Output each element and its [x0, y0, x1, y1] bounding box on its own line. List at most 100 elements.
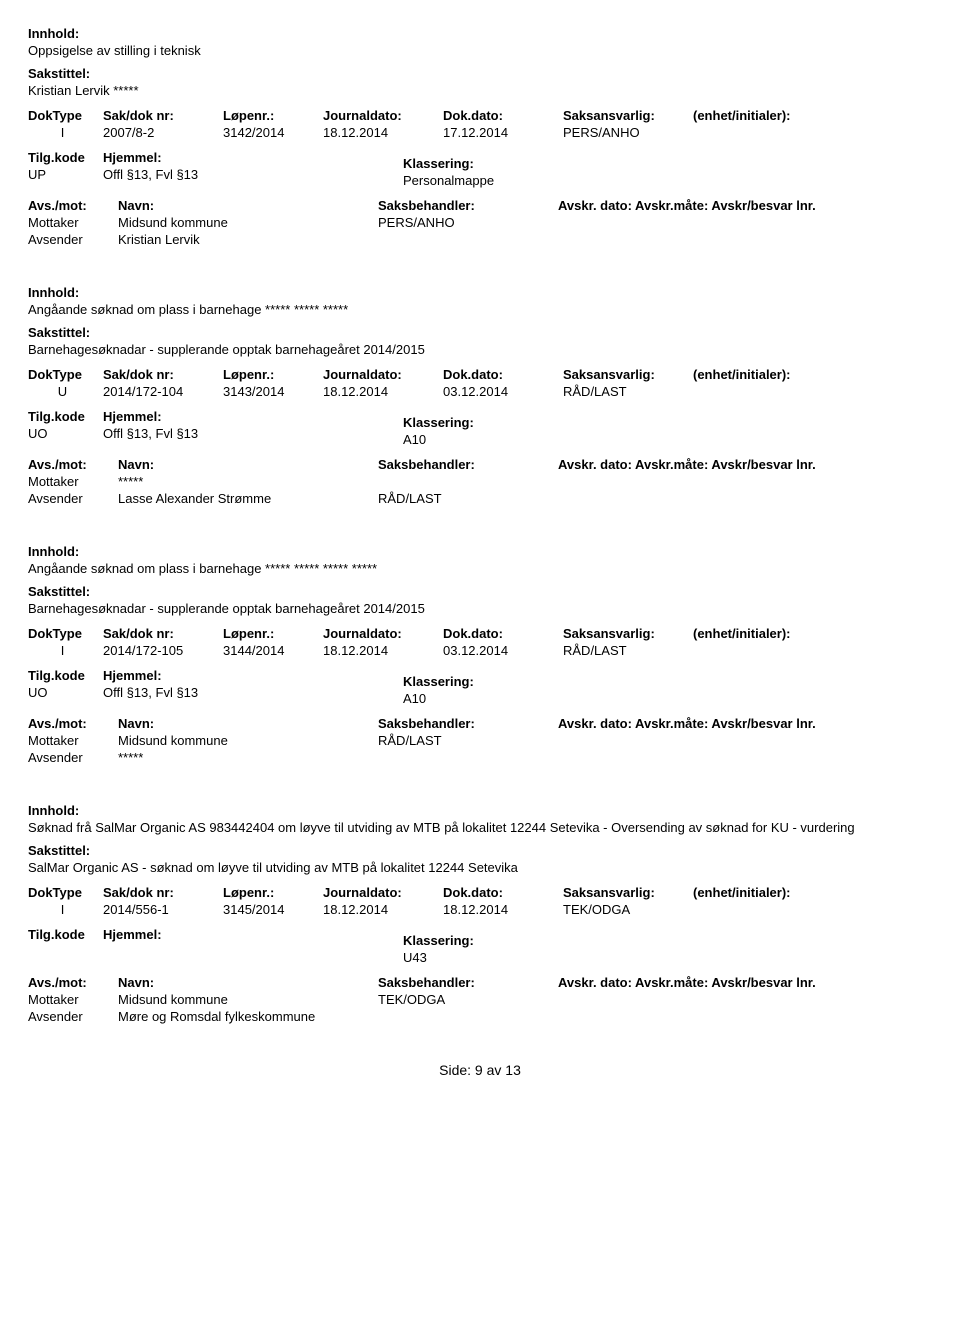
avsender-label: Avsender — [28, 750, 118, 765]
avsender-value: Møre og Romsdal fylkeskommune — [118, 1009, 378, 1024]
lopenr-header: Løpenr.: — [223, 626, 323, 641]
jdato-value: 18.12.2014 — [323, 643, 443, 658]
innhold-value: Angåande søknad om plass i barnehage ***… — [28, 302, 932, 317]
klassering-label: Klassering: — [403, 415, 932, 430]
sakdok-value: 2014/172-105 — [103, 643, 223, 658]
meta-value-row: I 2014/172-105 3144/2014 18.12.2014 03.1… — [28, 643, 932, 658]
sakdok-header: Sak/dok nr: — [103, 367, 223, 382]
mottaker-handler: RÅD/LAST — [378, 733, 932, 748]
lopenr-value: 3145/2014 — [223, 902, 323, 917]
meta-header-row: DokType Sak/dok nr: Løpenr.: Journaldato… — [28, 626, 932, 641]
tilgkode-header: Tilg.kode — [28, 150, 103, 165]
mottaker-label: Mottaker — [28, 215, 118, 230]
klassering-label: Klassering: — [403, 933, 932, 948]
hjemmel-header: Hjemmel: — [103, 668, 403, 683]
doktype-header: DokType — [28, 108, 103, 123]
enhet-header: (enhet/initialer): — [693, 367, 932, 382]
klassering-label: Klassering: — [403, 674, 932, 689]
avsender-row: Avsender Kristian Lervik — [28, 232, 932, 247]
tilgkode-header: Tilg.kode — [28, 409, 103, 424]
doktype-value: U — [28, 384, 103, 399]
tilgkode-value: UP — [28, 167, 103, 182]
sakdok-value: 2014/556-1 — [103, 902, 223, 917]
tilg-row: Tilg.kode Hjemmel: Klassering: U43 — [28, 927, 932, 965]
sakstittel-label: Sakstittel: — [28, 66, 932, 81]
klassering-label: Klassering: — [403, 156, 932, 171]
tilgkode-header: Tilg.kode — [28, 668, 103, 683]
hjemmel-header: Hjemmel: — [103, 927, 403, 942]
party-header-row: Avs./mot: Navn: Saksbehandler: Avskr. da… — [28, 716, 932, 731]
jdato-value: 18.12.2014 — [323, 902, 443, 917]
mottaker-value: Midsund kommune — [118, 215, 378, 230]
saksans-value: RÅD/LAST — [563, 384, 693, 399]
avsmot-header: Avs./mot: — [28, 198, 118, 213]
doktype-header: DokType — [28, 367, 103, 382]
innhold-label: Innhold: — [28, 544, 932, 559]
ddato-value: 18.12.2014 — [443, 902, 563, 917]
avsmot-header: Avs./mot: — [28, 716, 118, 731]
klassering-value: Personalmappe — [403, 173, 932, 188]
tilgkode-header: Tilg.kode — [28, 927, 103, 942]
mottaker-value: Midsund kommune — [118, 733, 378, 748]
sakstittel-label: Sakstittel: — [28, 843, 932, 858]
navn-header: Navn: — [118, 975, 378, 990]
doktype-value: I — [28, 643, 103, 658]
journal-record: Innhold: Oppsigelse av stilling i teknis… — [28, 26, 932, 247]
mottaker-row: Mottaker Midsund kommune RÅD/LAST — [28, 733, 932, 748]
avsmot-header: Avs./mot: — [28, 457, 118, 472]
innhold-label: Innhold: — [28, 285, 932, 300]
sakdok-header: Sak/dok nr: — [103, 885, 223, 900]
meta-value-row: U 2014/172-104 3143/2014 18.12.2014 03.1… — [28, 384, 932, 399]
saksbeh-header: Saksbehandler: — [378, 198, 558, 213]
sakdok-value: 2014/172-104 — [103, 384, 223, 399]
mottaker-label: Mottaker — [28, 474, 118, 489]
jdato-header: Journaldato: — [323, 626, 443, 641]
navn-header: Navn: — [118, 198, 378, 213]
mottaker-row: Mottaker ***** — [28, 474, 932, 489]
saksans-value: TEK/ODGA — [563, 902, 693, 917]
mottaker-row: Mottaker Midsund kommune PERS/ANHO — [28, 215, 932, 230]
lopenr-value: 3144/2014 — [223, 643, 323, 658]
sakstittel-value: SalMar Organic AS - søknad om løyve til … — [28, 860, 932, 875]
navn-header: Navn: — [118, 457, 378, 472]
journal-record: Innhold: Angåande søknad om plass i barn… — [28, 544, 932, 765]
innhold-label: Innhold: — [28, 803, 932, 818]
doktype-value: I — [28, 125, 103, 140]
saksans-header: Saksansvarlig: — [563, 108, 693, 123]
tilgkode-value: UO — [28, 426, 103, 441]
enhet-value — [693, 384, 932, 399]
mottaker-row: Mottaker Midsund kommune TEK/ODGA — [28, 992, 932, 1007]
party-header-row: Avs./mot: Navn: Saksbehandler: Avskr. da… — [28, 975, 932, 990]
sakstittel-label: Sakstittel: — [28, 325, 932, 340]
innhold-value: Angåande søknad om plass i barnehage ***… — [28, 561, 932, 576]
avsender-value: Lasse Alexander Strømme — [118, 491, 378, 506]
saksans-header: Saksansvarlig: — [563, 885, 693, 900]
journal-record: Innhold: Søknad frå SalMar Organic AS 98… — [28, 803, 932, 1024]
saksans-header: Saksansvarlig: — [563, 626, 693, 641]
saksbeh-header: Saksbehandler: — [378, 975, 558, 990]
lopenr-header: Løpenr.: — [223, 885, 323, 900]
jdato-header: Journaldato: — [323, 885, 443, 900]
jdato-value: 18.12.2014 — [323, 125, 443, 140]
page-footer: Side: 9 av 13 — [28, 1062, 932, 1078]
sakstittel-value: Barnehagesøknadar - supplerande opptak b… — [28, 342, 932, 357]
mottaker-label: Mottaker — [28, 992, 118, 1007]
avsender-handler — [378, 1009, 932, 1024]
mottaker-handler: PERS/ANHO — [378, 215, 932, 230]
tilg-row: Tilg.kode Hjemmel: UP Offl §13, Fvl §13 … — [28, 150, 932, 188]
party-header-row: Avs./mot: Navn: Saksbehandler: Avskr. da… — [28, 198, 932, 213]
jdato-value: 18.12.2014 — [323, 384, 443, 399]
lopenr-header: Løpenr.: — [223, 367, 323, 382]
mottaker-value: Midsund kommune — [118, 992, 378, 1007]
avsender-row: Avsender Lasse Alexander Strømme RÅD/LAS… — [28, 491, 932, 506]
innhold-value: Søknad frå SalMar Organic AS 983442404 o… — [28, 820, 932, 835]
hjemmel-value: Offl §13, Fvl §13 — [103, 167, 403, 182]
tilg-row: Tilg.kode Hjemmel: UO Offl §13, Fvl §13 … — [28, 668, 932, 706]
navn-header: Navn: — [118, 716, 378, 731]
sakdok-value: 2007/8-2 — [103, 125, 223, 140]
avsender-handler — [378, 750, 932, 765]
hjemmel-header: Hjemmel: — [103, 150, 403, 165]
avsender-value: ***** — [118, 750, 378, 765]
avskr-header: Avskr. dato: Avskr.måte: Avskr/besvar ln… — [558, 975, 932, 990]
innhold-label: Innhold: — [28, 26, 932, 41]
